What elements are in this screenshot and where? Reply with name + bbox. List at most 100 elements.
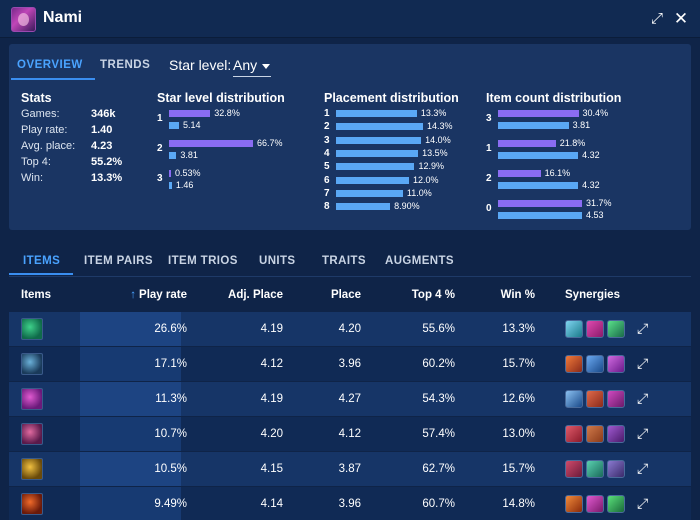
distribution-bar-blue	[498, 122, 569, 129]
distribution-bar-blue	[336, 203, 391, 211]
distribution-row-label: 3	[324, 134, 330, 146]
close-icon[interactable]: ✕	[673, 9, 689, 28]
stats-title: Stats	[21, 91, 52, 105]
table-row[interactable]: 17.1% 4.12 3.96 60.2% 15.7% ⤢	[9, 347, 691, 381]
top4-value: 60.7%	[422, 498, 455, 510]
pink-spear-item-icon[interactable]	[21, 423, 43, 445]
distribution-bar-value: 11.0%	[406, 187, 432, 198]
distribution-bar-value: 66.7%	[257, 138, 283, 148]
fire-orb-item-icon[interactable]	[21, 493, 43, 515]
distribution-bar-value: 4.32	[582, 180, 600, 190]
synergy-item-icon[interactable]	[607, 390, 625, 408]
stat-value: 55.2%	[91, 156, 123, 168]
column-header-synergies: Synergies	[565, 289, 620, 301]
synergy-item-icon[interactable]	[586, 425, 604, 443]
top4-value: 60.2%	[422, 358, 455, 370]
tab-units[interactable]: UNITS	[259, 255, 296, 267]
play-rate-cell	[80, 382, 181, 416]
table-row[interactable]: 11.3% 4.19 4.27 54.3% 12.6% ⤢	[9, 382, 691, 416]
synergy-item-icon[interactable]	[586, 495, 604, 513]
synergy-item-icon[interactable]	[586, 355, 604, 373]
synergy-item-icon[interactable]	[607, 355, 625, 373]
synergy-item-icon[interactable]	[565, 355, 583, 373]
tab-item-trios[interactable]: ITEM TRIOS	[168, 255, 238, 267]
table-row[interactable]: 9.49% 4.14 3.96 60.7% 14.8% ⤢	[9, 487, 691, 520]
distribution-bar-purple	[498, 170, 541, 177]
tab-overview[interactable]: OVERVIEW	[17, 59, 83, 71]
column-header-top4[interactable]: Top 4 %	[411, 289, 455, 301]
distribution-bar-blue	[336, 123, 423, 131]
synergy-item-icon[interactable]	[607, 495, 625, 513]
chevron-down-icon	[262, 63, 271, 69]
table-row[interactable]: 26.6% 4.19 4.20 55.6% 13.3% ⤢	[9, 312, 691, 346]
expand-synergy-icon[interactable]: ⤢	[637, 495, 649, 511]
distribution-bar-value: 12.0%	[413, 174, 439, 185]
column-header-place[interactable]: Place	[330, 289, 361, 301]
synergy-item-icon[interactable]	[565, 495, 583, 513]
distribution-bar-blue	[336, 189, 403, 197]
synergy-item-icon[interactable]	[565, 425, 583, 443]
expand-synergy-icon[interactable]: ⤢	[637, 320, 649, 336]
synergy-item-icon[interactable]	[586, 390, 604, 408]
items-cell	[9, 347, 80, 381]
tab-trends[interactable]: TRENDS	[100, 59, 151, 71]
place-value: 3.96	[338, 358, 361, 370]
adj-place-value: 4.15	[260, 463, 283, 475]
tab-item-pairs[interactable]: ITEM PAIRS	[84, 255, 153, 267]
win-value: 15.7%	[502, 358, 535, 370]
distribution-row-label: 7	[324, 187, 330, 199]
place-value: 4.27	[338, 393, 361, 405]
tab-items[interactable]: ITEMS	[23, 255, 61, 267]
synergy-item-icon[interactable]	[565, 460, 583, 478]
play-rate-value: 9.49%	[154, 498, 187, 510]
star-level-value: Any	[233, 57, 258, 73]
expand-icon[interactable]: ⤢	[650, 10, 663, 27]
expand-synergy-icon[interactable]: ⤢	[637, 355, 649, 371]
distribution-bar-purple	[169, 110, 211, 117]
win-value: 14.8%	[502, 498, 535, 510]
synergy-item-icon[interactable]	[586, 460, 604, 478]
distribution-bar-value: 31.7%	[586, 198, 612, 208]
distribution-row-label: 4	[324, 147, 330, 159]
column-header-adj-place[interactable]: Adj. Place	[228, 289, 283, 301]
place-value: 3.96	[338, 498, 361, 510]
expand-synergy-icon[interactable]: ⤢	[637, 460, 649, 476]
play-rate-cell	[80, 347, 181, 381]
tab-traits[interactable]: TRAITS	[322, 255, 366, 267]
column-header-items[interactable]: Items	[21, 289, 52, 301]
stat-value: 4.23	[91, 140, 113, 152]
stat-value: 1.40	[91, 124, 113, 136]
distribution-bar-value: 16.1%	[544, 168, 571, 178]
synergy-item-icon[interactable]	[607, 460, 625, 478]
expand-synergy-icon[interactable]: ⤢	[637, 390, 649, 406]
synergy-item-icon[interactable]	[565, 320, 583, 338]
distribution-bar-value: 14.3%	[427, 121, 453, 132]
synergy-item-icon[interactable]	[607, 425, 625, 443]
synergy-item-icon[interactable]	[565, 390, 583, 408]
distribution-bar-value: 32.8%	[214, 108, 240, 118]
gold-crossed-blades-item-icon[interactable]	[21, 458, 43, 480]
active-tab-indicator	[11, 78, 95, 80]
play-rate-header-label: Play rate	[139, 289, 187, 301]
table-row[interactable]: 10.7% 4.20 4.12 57.4% 13.0% ⤢	[9, 417, 691, 451]
top4-value: 55.6%	[422, 323, 455, 335]
distribution-bar-value: 0.53%	[175, 168, 201, 178]
play-rate-value: 10.5%	[154, 463, 187, 475]
synergy-item-icon[interactable]	[586, 320, 604, 338]
distribution-row-label: 1	[157, 113, 163, 124]
blue-sword-item-icon[interactable]	[21, 353, 43, 375]
synergy-item-icon[interactable]	[607, 320, 625, 338]
placement-distribution-title: Placement distribution	[324, 91, 459, 105]
place-value: 4.12	[338, 428, 361, 440]
table-row[interactable]: 10.5% 4.15 3.87 62.7% 15.7% ⤢	[9, 452, 691, 486]
violet-gauntlet-item-icon[interactable]	[21, 388, 43, 410]
green-blade-item-icon[interactable]	[21, 318, 43, 340]
top4-value: 54.3%	[422, 393, 455, 405]
star-level-dropdown[interactable]: Any	[233, 57, 271, 77]
distribution-bar-value: 3.81	[180, 150, 198, 160]
column-header-win[interactable]: Win %	[500, 289, 535, 301]
tab-augments[interactable]: AUGMENTS	[385, 255, 455, 267]
top4-value: 57.4%	[422, 428, 455, 440]
expand-synergy-icon[interactable]: ⤢	[637, 425, 649, 441]
column-header-play-rate[interactable]: ↑ Play rate	[130, 289, 187, 301]
